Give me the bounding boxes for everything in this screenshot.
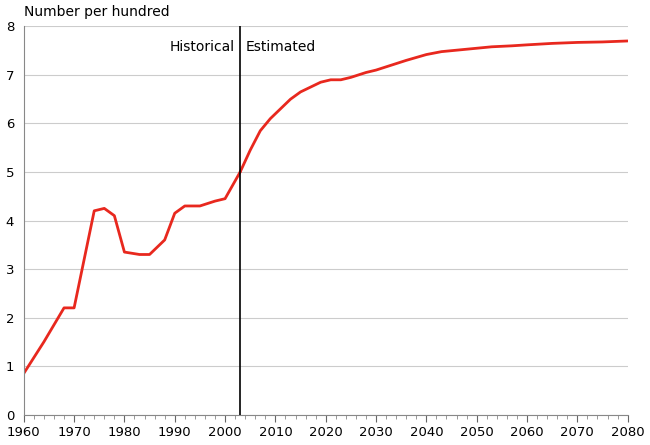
Text: Estimated: Estimated [245, 40, 315, 54]
Text: Number per hundred: Number per hundred [24, 4, 170, 19]
Text: Historical: Historical [170, 40, 235, 54]
